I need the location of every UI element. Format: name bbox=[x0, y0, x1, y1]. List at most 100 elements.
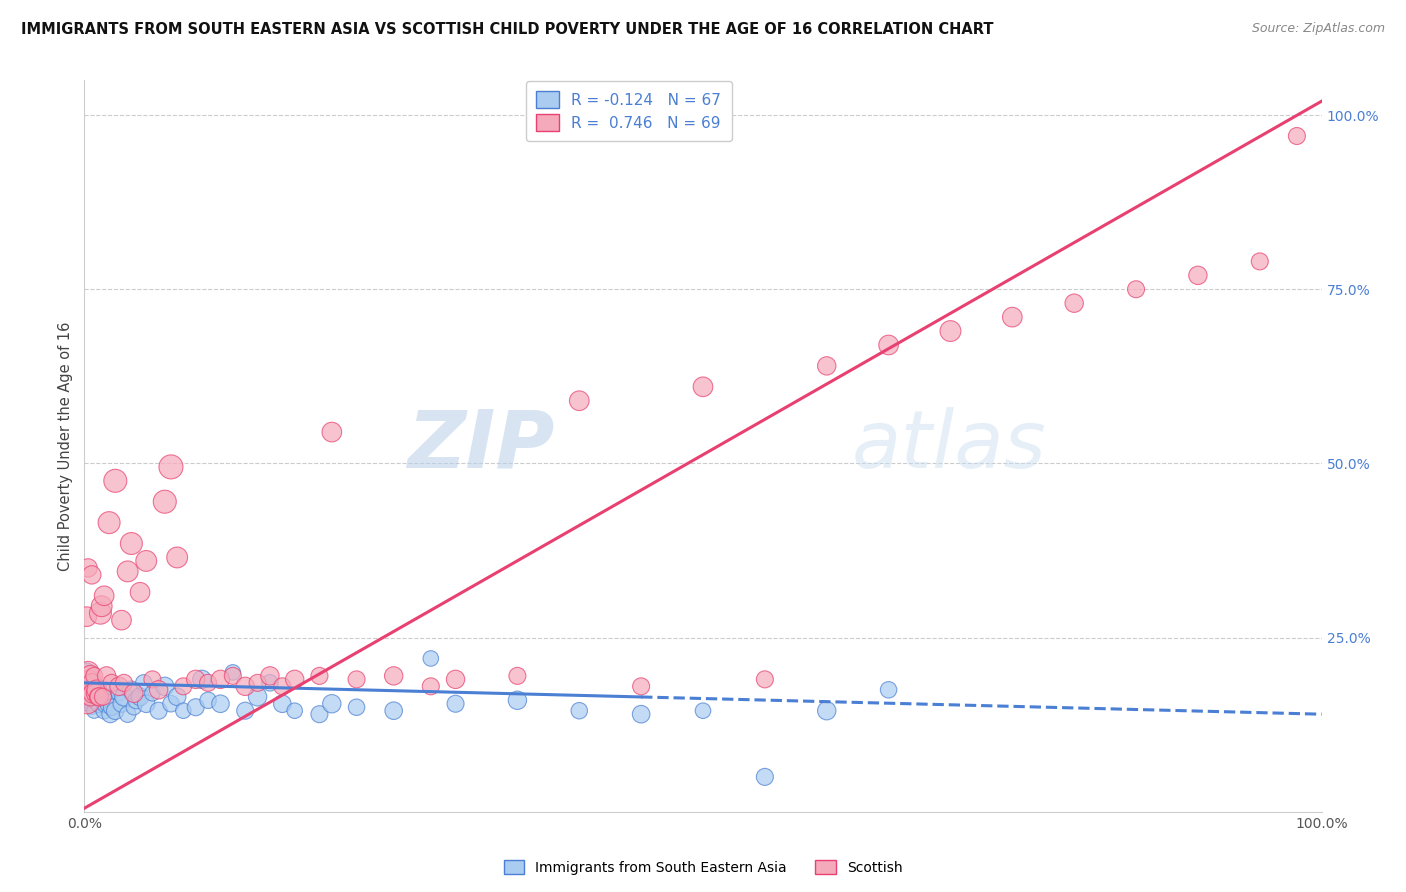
Point bbox=[122, 686, 145, 700]
Point bbox=[77, 697, 100, 711]
Point bbox=[259, 669, 281, 683]
Point bbox=[166, 690, 188, 704]
Point bbox=[79, 690, 101, 704]
Point bbox=[148, 682, 170, 697]
Point bbox=[939, 324, 962, 338]
Point bbox=[84, 686, 107, 700]
Point bbox=[75, 676, 97, 690]
Point bbox=[117, 707, 139, 722]
Point bbox=[1187, 268, 1209, 283]
Point bbox=[110, 613, 132, 627]
Point bbox=[153, 494, 176, 508]
Point bbox=[117, 565, 139, 579]
Point bbox=[79, 679, 101, 693]
Legend: R = -0.124   N = 67, R =  0.746   N = 69: R = -0.124 N = 67, R = 0.746 N = 69 bbox=[526, 80, 733, 142]
Point bbox=[98, 707, 121, 722]
Point bbox=[100, 676, 122, 690]
Point bbox=[89, 690, 111, 704]
Point bbox=[135, 554, 157, 568]
Point bbox=[83, 704, 105, 718]
Point bbox=[96, 690, 118, 704]
Text: IMMIGRANTS FROM SOUTH EASTERN ASIA VS SCOTTISH CHILD POVERTY UNDER THE AGE OF 16: IMMIGRANTS FROM SOUTH EASTERN ASIA VS SC… bbox=[21, 22, 994, 37]
Point bbox=[112, 676, 135, 690]
Point bbox=[110, 697, 132, 711]
Text: atlas: atlas bbox=[852, 407, 1046, 485]
Point bbox=[321, 697, 343, 711]
Point bbox=[80, 676, 103, 690]
Point bbox=[79, 673, 101, 687]
Point bbox=[83, 690, 105, 704]
Point bbox=[120, 536, 142, 550]
Point bbox=[1125, 282, 1147, 296]
Point bbox=[1063, 296, 1085, 310]
Point bbox=[83, 669, 105, 683]
Point bbox=[122, 700, 145, 714]
Point bbox=[382, 704, 405, 718]
Legend: Immigrants from South Eastern Asia, Scottish: Immigrants from South Eastern Asia, Scot… bbox=[498, 855, 908, 880]
Point bbox=[568, 393, 591, 408]
Point bbox=[91, 693, 114, 707]
Text: Source: ZipAtlas.com: Source: ZipAtlas.com bbox=[1251, 22, 1385, 36]
Point bbox=[209, 697, 232, 711]
Point bbox=[184, 673, 207, 687]
Point bbox=[89, 606, 111, 620]
Point bbox=[1285, 128, 1308, 143]
Y-axis label: Child Poverty Under the Age of 16: Child Poverty Under the Age of 16 bbox=[58, 321, 73, 571]
Point bbox=[321, 425, 343, 439]
Point bbox=[506, 669, 529, 683]
Point bbox=[75, 676, 97, 690]
Point bbox=[568, 704, 591, 718]
Point bbox=[87, 690, 110, 704]
Point bbox=[80, 567, 103, 582]
Point bbox=[233, 679, 256, 693]
Point bbox=[141, 673, 163, 687]
Point bbox=[80, 676, 103, 690]
Point bbox=[108, 679, 131, 693]
Point bbox=[382, 669, 405, 683]
Point bbox=[815, 359, 838, 373]
Point bbox=[89, 690, 111, 704]
Point bbox=[75, 686, 97, 700]
Point bbox=[94, 697, 117, 711]
Point bbox=[79, 669, 101, 683]
Point bbox=[444, 697, 467, 711]
Point bbox=[79, 673, 101, 687]
Point bbox=[172, 679, 194, 693]
Point bbox=[209, 673, 232, 687]
Point bbox=[80, 700, 103, 714]
Point bbox=[112, 690, 135, 704]
Point bbox=[91, 690, 114, 704]
Point bbox=[233, 704, 256, 718]
Point bbox=[93, 704, 115, 718]
Point bbox=[246, 676, 269, 690]
Point bbox=[77, 665, 100, 680]
Point bbox=[166, 550, 188, 565]
Point bbox=[76, 686, 98, 700]
Point bbox=[86, 682, 108, 697]
Point bbox=[77, 682, 100, 697]
Point bbox=[346, 673, 368, 687]
Point bbox=[419, 651, 441, 665]
Point bbox=[77, 561, 100, 575]
Point bbox=[129, 585, 152, 599]
Point bbox=[419, 679, 441, 693]
Point bbox=[96, 669, 118, 683]
Point bbox=[284, 673, 307, 687]
Point bbox=[82, 686, 104, 700]
Point bbox=[86, 693, 108, 707]
Point bbox=[79, 682, 101, 697]
Point bbox=[129, 690, 152, 704]
Point bbox=[93, 589, 115, 603]
Point bbox=[87, 686, 110, 700]
Point bbox=[120, 682, 142, 697]
Point bbox=[135, 697, 157, 711]
Point bbox=[815, 704, 838, 718]
Point bbox=[197, 693, 219, 707]
Point bbox=[76, 665, 98, 680]
Point bbox=[90, 682, 112, 697]
Point bbox=[160, 697, 183, 711]
Point bbox=[79, 690, 101, 704]
Point bbox=[754, 673, 776, 687]
Point bbox=[346, 700, 368, 714]
Point bbox=[148, 704, 170, 718]
